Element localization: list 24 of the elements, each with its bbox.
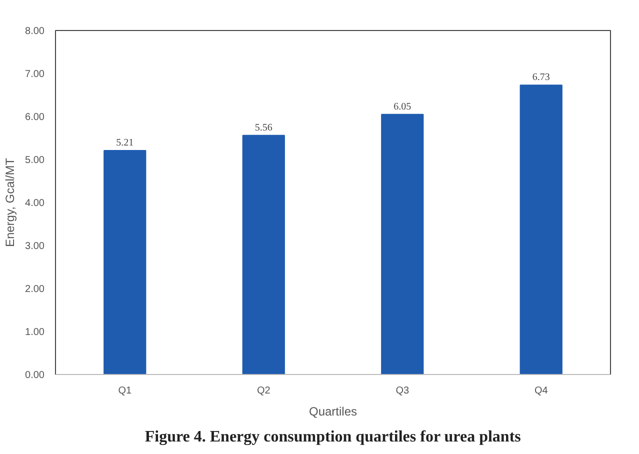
y-tick-label: 2.00 <box>25 284 45 295</box>
y-tick-label: 3.00 <box>25 241 45 252</box>
y-axis-title: Energy, Gcal/MT <box>3 157 18 248</box>
y-tick-label: 1.00 <box>25 327 45 338</box>
data-label: 5.56 <box>254 122 272 134</box>
y-tick-label: 8.00 <box>25 26 45 37</box>
y-tick-label: 5.00 <box>25 155 45 166</box>
bar <box>381 114 424 374</box>
y-tick-label: 4.00 <box>25 198 45 209</box>
x-tick-label: Q3 <box>396 386 410 396</box>
y-tick-label: 6.00 <box>25 112 45 123</box>
data-label: 5.21 <box>116 137 134 148</box>
text: Figure 4. Energy consumption quartiles for urea plants <box>144 428 521 446</box>
x-tick-label: Q1 <box>118 386 132 396</box>
x-tick-label: Q4 <box>534 386 548 396</box>
y-tick-label: 7.00 <box>25 69 45 80</box>
bar <box>520 84 562 374</box>
y-tick-label: 0.00 <box>25 370 45 381</box>
bar <box>242 134 285 374</box>
data-label: 6.73 <box>532 72 550 84</box>
x-tick-label: Q2 <box>256 386 271 396</box>
data-label: 6.05 <box>394 101 412 112</box>
x-axis-title: Quartiles <box>308 404 358 418</box>
bar <box>104 150 146 374</box>
